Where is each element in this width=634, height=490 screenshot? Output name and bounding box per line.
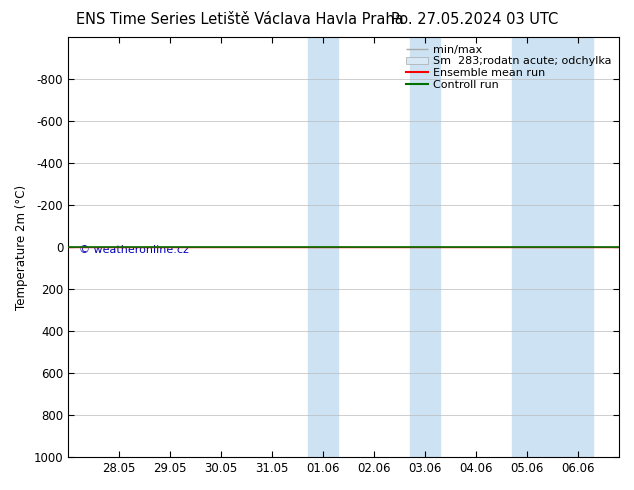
Bar (512, 37, 593, 457)
Text: Po. 27.05.2024 03 UTC: Po. 27.05.2024 03 UTC (391, 12, 558, 27)
Legend: min/max, Sm  283;rodatn acute; odchylka, Ensemble mean run, Controll run: min/max, Sm 283;rodatn acute; odchylka, … (404, 43, 614, 92)
Text: ENS Time Series Letiště Václava Havla Praha: ENS Time Series Letiště Václava Havla Pr… (76, 12, 404, 27)
Bar (410, 37, 441, 457)
Y-axis label: Temperature 2m (°C): Temperature 2m (°C) (15, 185, 28, 310)
Text: © weatheronline.cz: © weatheronline.cz (79, 245, 189, 255)
Bar (308, 37, 339, 457)
